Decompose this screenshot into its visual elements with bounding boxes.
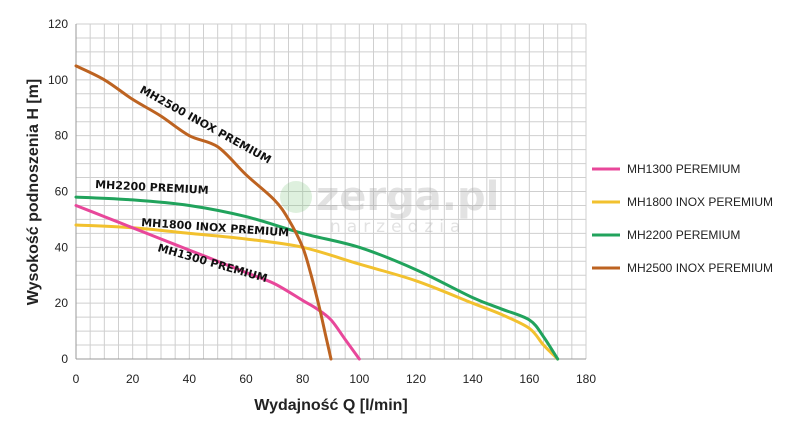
y-axis-title: Wysokość podnoszenia H [m] xyxy=(25,79,42,305)
legend-label: MH2500 INOX PEREMIUM xyxy=(627,261,773,275)
legend-label: MH1300 PEREMIUM xyxy=(627,162,740,176)
series-line-mh1800-inox-peremium xyxy=(74,223,560,361)
x-axis-title: Wydajność Q [l/min] xyxy=(254,397,408,414)
series-line-mh1300-peremium xyxy=(74,204,361,361)
curve-label-mh2200: MH2200 PREMIUM xyxy=(95,178,209,197)
y-tick-label: 0 xyxy=(61,352,68,366)
y-tick-label: 60 xyxy=(55,185,69,199)
series-line-mh2500-inox-peremium xyxy=(74,64,333,361)
y-tick-label: 120 xyxy=(48,17,68,31)
x-tick-labels: 0 20 40 60 80 100 120 140 160 180 xyxy=(73,372,597,386)
x-tick-label: 120 xyxy=(406,372,426,386)
curve-label-mh1300: MH1300 PREMIUM xyxy=(156,241,269,285)
watermark-brand: zerga.pl xyxy=(316,174,499,220)
y-tick-label: 20 xyxy=(55,296,69,310)
y-tick-labels: 0 20 40 60 80 100 120 xyxy=(48,17,68,366)
curves xyxy=(74,64,560,361)
x-tick-label: 60 xyxy=(239,372,253,386)
x-tick-label: 160 xyxy=(519,372,539,386)
y-tick-label: 100 xyxy=(48,73,68,87)
legend: MH1300 PEREMIUM MH1800 INOX PEREMIUM MH220… xyxy=(592,162,773,275)
x-tick-label: 80 xyxy=(296,372,310,386)
x-tick-label: 20 xyxy=(126,372,140,386)
x-tick-label: 40 xyxy=(183,372,197,386)
y-tick-label: 40 xyxy=(55,240,69,254)
curve-label-mh2500: MH2500 INOX PREMIUM xyxy=(138,83,274,166)
x-tick-label: 140 xyxy=(463,372,483,386)
x-tick-label: 0 xyxy=(73,372,80,386)
legend-label: MH1800 INOX PEREMIUM xyxy=(627,195,773,209)
series-line-mh2200-peremium xyxy=(74,195,560,361)
watermark-sub: narzedzia xyxy=(330,217,466,237)
legend-label: MH2200 PEREMIUM xyxy=(627,228,740,242)
x-tick-label: 180 xyxy=(576,372,596,386)
watermark: zerga.pl narzedzia xyxy=(280,174,499,237)
y-tick-label: 80 xyxy=(55,129,69,143)
x-tick-label: 100 xyxy=(349,372,369,386)
